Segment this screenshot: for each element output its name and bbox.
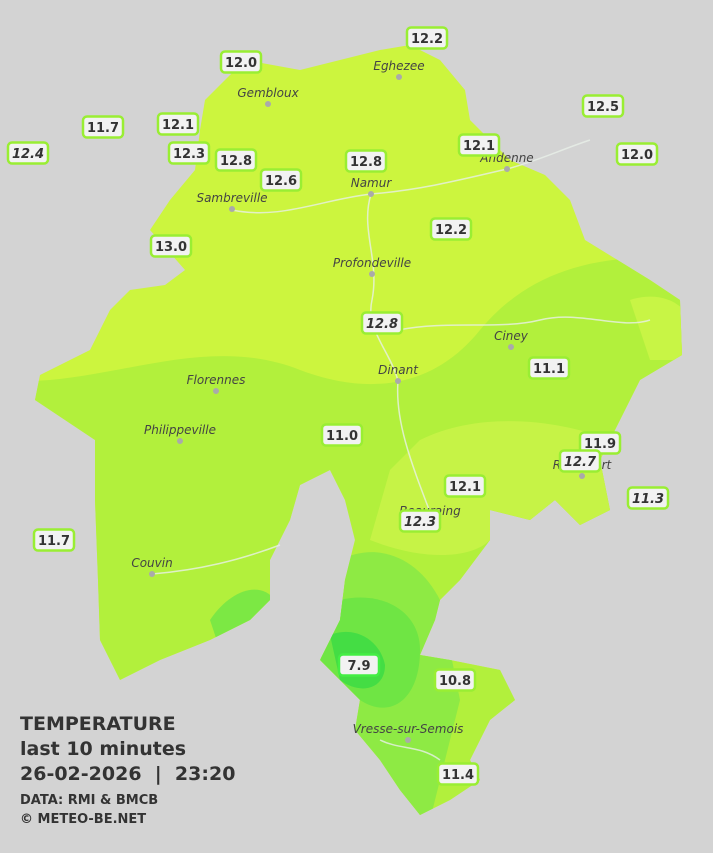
station-value: 12.3 bbox=[173, 147, 205, 162]
town-dot bbox=[149, 571, 155, 577]
station-box bbox=[527, 356, 571, 380]
station-box bbox=[344, 149, 388, 173]
town-dot bbox=[177, 438, 183, 444]
town-dot bbox=[229, 206, 235, 212]
station-value: 12.4 bbox=[12, 147, 44, 162]
station-box bbox=[457, 133, 501, 157]
station-box bbox=[259, 168, 303, 192]
station-box bbox=[360, 311, 404, 335]
town-label: Couvin bbox=[131, 556, 172, 570]
town-label: Ciney bbox=[494, 329, 529, 343]
station-box bbox=[167, 141, 211, 165]
town-label: Profondeville bbox=[333, 256, 411, 270]
town-label: Florennes bbox=[187, 373, 246, 387]
station-box bbox=[626, 486, 670, 510]
station-box bbox=[32, 528, 76, 552]
town-dot bbox=[405, 737, 411, 743]
station-value: 12.8 bbox=[350, 155, 382, 170]
station-box bbox=[214, 148, 258, 172]
town-dot bbox=[368, 191, 374, 197]
station-value: 12.3 bbox=[404, 515, 436, 530]
station-box bbox=[433, 668, 477, 692]
town-dot bbox=[395, 378, 401, 384]
town-label: Dinant bbox=[378, 363, 419, 377]
station-value: 12.7 bbox=[564, 455, 597, 470]
station-value: 7.9 bbox=[347, 659, 370, 674]
rivers bbox=[151, 139, 651, 761]
station-value: 11.0 bbox=[326, 429, 358, 444]
station-box bbox=[149, 234, 193, 258]
town-label: Philippeville bbox=[144, 423, 216, 437]
station-value: 11.3 bbox=[632, 492, 664, 507]
town-label: Sambreville bbox=[196, 191, 267, 205]
station-box bbox=[6, 141, 50, 165]
station-box bbox=[81, 115, 125, 139]
station-value: 10.8 bbox=[439, 674, 471, 689]
town-dot bbox=[265, 101, 271, 107]
town-label: Eghezee bbox=[373, 59, 424, 73]
station-value: 12.1 bbox=[449, 480, 481, 495]
town-dot bbox=[396, 74, 402, 80]
town-dot bbox=[369, 271, 375, 277]
station-box bbox=[436, 762, 480, 786]
station-box bbox=[429, 217, 473, 241]
station-box bbox=[581, 94, 625, 118]
station-box bbox=[443, 474, 487, 498]
station-box bbox=[337, 653, 381, 677]
town-dot bbox=[579, 473, 585, 479]
stations: 12.2 12.0 11.7 12.1 12.4 12.3 12.8 12.6 12.8 12.1… bbox=[6, 26, 670, 786]
station-value: 11.4 bbox=[442, 768, 474, 783]
towns: EghezeeGemblouxAndenneNamurSambrevillePr… bbox=[131, 59, 613, 743]
legend-title: TEMPERATURE bbox=[20, 713, 176, 735]
town-label: Namur bbox=[351, 176, 393, 190]
town-dot bbox=[508, 344, 514, 350]
station-box bbox=[219, 50, 263, 74]
station-value: 12.1 bbox=[463, 139, 495, 154]
station-value: 12.2 bbox=[435, 223, 467, 238]
station-box bbox=[156, 112, 200, 136]
town-label: Vresse-sur-Semois bbox=[353, 722, 464, 736]
town-dot bbox=[504, 166, 510, 172]
station-value: 12.0 bbox=[225, 56, 257, 71]
station-box bbox=[558, 449, 602, 473]
town-dot bbox=[213, 388, 219, 394]
legend-copyright: © METEO-BE.NET bbox=[20, 812, 146, 827]
station-value: 13.0 bbox=[155, 240, 187, 255]
town-label: Gembloux bbox=[237, 86, 299, 100]
station-value: 12.8 bbox=[366, 317, 398, 332]
station-box bbox=[320, 423, 364, 447]
station-value: 11.1 bbox=[533, 362, 565, 377]
station-value: 12.5 bbox=[587, 100, 619, 115]
legend-period: last 10 minutes bbox=[20, 738, 186, 760]
station-value: 12.8 bbox=[220, 154, 252, 169]
station-value: 12.6 bbox=[265, 174, 297, 189]
station-value: 11.7 bbox=[87, 121, 119, 136]
station-box bbox=[615, 142, 659, 166]
station-value: 12.2 bbox=[411, 32, 443, 47]
station-value: 11.9 bbox=[584, 437, 616, 452]
station-box bbox=[405, 26, 449, 50]
legend-datetime: 26-02-2026 | 23:20 bbox=[20, 763, 235, 785]
station-box bbox=[398, 509, 442, 533]
station-value: 12.0 bbox=[621, 148, 653, 163]
legend-source: DATA: RMI & BMCB bbox=[20, 793, 158, 808]
legend: TEMPERATURE last 10 minutes 26-02-2026 |… bbox=[20, 713, 235, 827]
station-value: 12.1 bbox=[162, 118, 194, 133]
station-value: 11.7 bbox=[38, 534, 70, 549]
